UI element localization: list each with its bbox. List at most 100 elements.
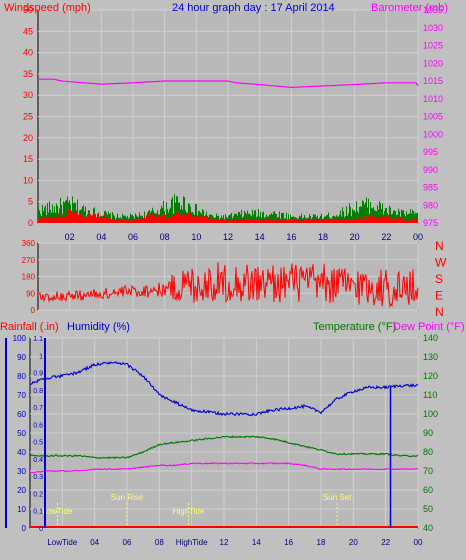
- hour-tick-label: 20: [350, 232, 360, 242]
- barometer-tick-label: 975: [423, 218, 438, 228]
- temp-hour-label: LowTide: [47, 538, 77, 547]
- temp-hour-label: 18: [317, 538, 326, 547]
- dewpoint-axis-title: Dew Point (°F): [393, 321, 465, 333]
- hour-tick-label: 10: [191, 232, 201, 242]
- temperature-tick-label: 80: [423, 447, 433, 457]
- wind-tick-label: 0: [28, 218, 33, 228]
- wind-direction-line: [37, 262, 419, 308]
- dewpoint-line: [29, 462, 418, 474]
- rain-tick-label: 1.1: [33, 336, 43, 343]
- hour-tick-label: 22: [381, 232, 391, 242]
- rain-tick-label: 0.4: [33, 457, 43, 464]
- hour-tick-label: 14: [255, 232, 265, 242]
- barometer-tick-label: 1020: [423, 58, 443, 68]
- hour-tick-label: 00: [413, 232, 423, 242]
- humidity-tick-label: 90: [17, 353, 26, 362]
- wind-tick-label: 35: [23, 69, 33, 79]
- humidity-line: [29, 361, 419, 417]
- temp-hour-label: HighTide: [176, 538, 208, 547]
- temperature-tick-label: 140: [423, 333, 438, 343]
- temperature-tick-label: 60: [423, 485, 433, 495]
- rain-tick-label: 0.9: [33, 371, 43, 378]
- hour-tick-label: 18: [318, 232, 328, 242]
- temp-hour-label: 06: [123, 538, 132, 547]
- wind-panel-axes: 0510152025303540455097598098599099510001…: [23, 5, 443, 242]
- humidity-tick-label: 60: [17, 410, 26, 419]
- temperature-tick-label: 130: [423, 352, 438, 362]
- compass-letter: W: [435, 256, 447, 270]
- wind-tick-label: 25: [23, 112, 33, 122]
- rain-tick-label: 0.3: [33, 474, 43, 481]
- direction-tick-label: 360: [22, 239, 36, 248]
- hour-tick-label: 06: [128, 232, 138, 242]
- compass-letter: E: [435, 289, 443, 303]
- wind-axis-title: Windspeed (mph): [4, 2, 91, 14]
- barometer-tick-label: 985: [423, 183, 438, 193]
- rain-tick-label: 0.8: [33, 388, 43, 395]
- temperature-tick-label: 120: [423, 371, 438, 381]
- humidity-axis-title: Humidity (%): [67, 321, 130, 333]
- rain-tick-label: 0.2: [33, 491, 43, 498]
- rain-tick-label: 0.6: [33, 422, 43, 429]
- temperature-tick-label: 90: [423, 428, 433, 438]
- event-label: HighTide: [173, 507, 205, 516]
- temperature-tick-label: 70: [423, 466, 433, 476]
- temp-hour-label: 16: [284, 538, 293, 547]
- barometer-tick-label: 980: [423, 200, 438, 210]
- compass-letter: N: [435, 239, 444, 253]
- barometer-tick-label: 1030: [423, 23, 443, 33]
- humidity-tick-label: 10: [17, 505, 26, 514]
- humidity-tick-label: 0: [22, 524, 27, 533]
- barometer-axis-title: Barometer (mb): [371, 2, 448, 14]
- hour-tick-label: 12: [223, 232, 233, 242]
- barometer-line: [38, 78, 419, 89]
- compass-letter: S: [435, 272, 443, 286]
- wind-tick-label: 30: [23, 90, 33, 100]
- barometer-tick-label: 1015: [423, 76, 443, 86]
- wind-tick-label: 20: [23, 133, 33, 143]
- humidity-tick-label: 50: [17, 429, 26, 438]
- temperature-tick-label: 40: [423, 523, 433, 533]
- humidity-tick-label: 80: [17, 372, 26, 381]
- humidity-tick-label: 70: [17, 391, 26, 400]
- temperature-tick-label: 110: [423, 390, 437, 400]
- temperature-tick-label: 100: [423, 409, 438, 419]
- direction-tick-label: 180: [22, 273, 36, 282]
- humidity-tick-label: 30: [17, 467, 26, 476]
- temp-hour-label: 14: [252, 538, 261, 547]
- barometer-tick-label: 1000: [423, 129, 443, 139]
- hour-tick-label: 04: [96, 232, 106, 242]
- humidity-tick-label: 20: [17, 486, 26, 495]
- rain-tick-label: 0.5: [33, 440, 43, 447]
- wind-tick-label: 10: [23, 175, 33, 185]
- rain-tick-label: 0.1: [33, 509, 43, 516]
- barometer-tick-label: 1010: [423, 94, 443, 104]
- wind-panel-plot: [38, 78, 419, 223]
- graph-title: 24 hour graph day : 17 April 2014: [172, 2, 335, 14]
- rain-tick-label: 1: [39, 353, 43, 360]
- temperature-axis-title: Temperature (°F): [313, 321, 396, 333]
- temperature-tick-label: 50: [423, 504, 433, 514]
- wind-panel-grid: [38, 9, 419, 224]
- wind-tick-label: 45: [23, 26, 33, 36]
- event-label: Sun Set: [323, 493, 352, 502]
- hour-tick-label: 08: [160, 232, 170, 242]
- wind-tick-label: 15: [23, 154, 33, 164]
- compass-letter: N: [435, 305, 444, 319]
- temp-hour-label: 04: [90, 538, 99, 547]
- hour-tick-label: 02: [65, 232, 75, 242]
- temp-panel-axes: 010203040506070809010000.10.20.30.40.50.…: [5, 333, 438, 547]
- rain-axis-title: Rainfall (.in): [0, 321, 59, 333]
- temp-hour-label: 12: [220, 538, 229, 547]
- humidity-tick-label: 100: [13, 334, 27, 343]
- direction-tick-label: 270: [22, 256, 36, 265]
- temp-panel-plot: LowTide Sun Rise HighTide Sun Set: [29, 361, 419, 528]
- barometer-tick-label: 1025: [423, 41, 443, 51]
- hour-tick-label: 16: [286, 232, 296, 242]
- wind-tick-label: 40: [23, 48, 33, 58]
- wind-tick-label: 50: [23, 5, 33, 15]
- direction-panel-plot: [37, 262, 419, 308]
- wind-tick-label: 5: [28, 197, 33, 207]
